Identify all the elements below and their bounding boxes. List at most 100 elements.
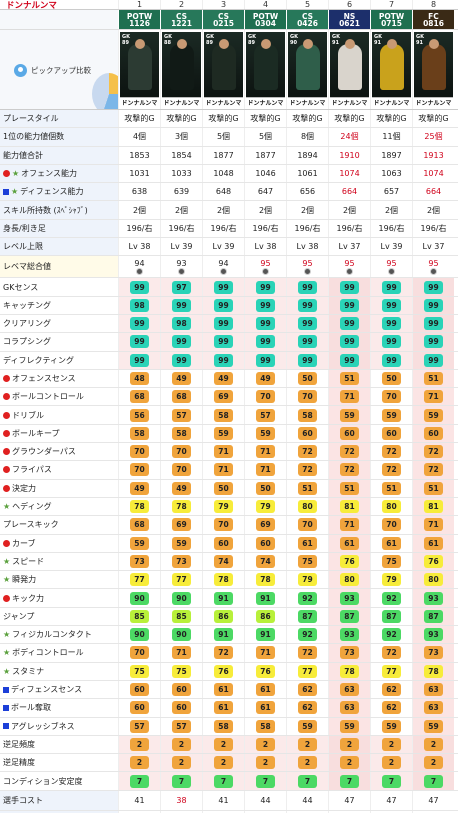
stat-cell: 77 (160, 571, 202, 589)
stat-label-text: フィジカルコンタクト (12, 630, 92, 640)
stat-value: 99 (424, 335, 443, 349)
stat-value: 99 (214, 317, 233, 331)
card-name: ドンナルンマ (372, 96, 411, 108)
stat-value: 71 (424, 390, 443, 404)
info-value: 1031 (118, 164, 160, 183)
stat-value: 73 (172, 554, 191, 568)
level-total-value: 94 (218, 258, 229, 268)
player-card[interactable]: GK 91 ドンナルンマ (330, 31, 369, 108)
stat-value: 99 (382, 335, 401, 349)
version-line2: 0215 (213, 18, 234, 28)
stat-cell: 99 (412, 351, 454, 369)
offense-dot-icon (3, 484, 10, 492)
stat-row: オフェンスセンス 48 49 49 49 50 51 50 51 (0, 369, 458, 389)
version-tag[interactable]: POTW 1126 (118, 10, 160, 29)
offense-dot-icon (3, 539, 10, 547)
stat-cell: 78 (118, 497, 160, 516)
player-head (177, 38, 187, 49)
stat-value: 60 (214, 536, 233, 550)
stat-cell: 63 (412, 699, 454, 717)
skill-row: スキル低弾ﾊﾟﾝPKｽﾄｯﾊﾟ低弾ﾊﾟﾝPKｽﾄｯﾊﾟ低弾ﾊﾟﾝPKｽﾄｯﾊﾟ低… (0, 810, 458, 813)
level-total-cell: 94 (202, 256, 244, 278)
stat-cell: 71 (412, 516, 454, 534)
stat-value: 81 (424, 500, 443, 514)
player-card[interactable]: GK 90 ドンナルンマ (288, 31, 327, 108)
stat-cell: 7 (328, 772, 370, 790)
level-total-row: レベマ総合値 94 93 94 95 95 95 95 95 (0, 256, 458, 279)
stat-value: 71 (340, 390, 359, 404)
stat-value: 60 (424, 426, 443, 440)
stat-cell: 72 (202, 644, 244, 662)
player-card[interactable]: GK 88 ドンナルンマ (162, 31, 201, 108)
version-tag[interactable]: CS 1221 (160, 10, 202, 29)
card-rating: GK 89 (248, 33, 256, 46)
version-tag[interactable]: POTW 0304 (244, 10, 286, 29)
stat-value: 90 (130, 628, 149, 642)
info-value: 1061 (286, 164, 328, 183)
version-line2: 0304 (255, 18, 276, 28)
version-line1: CS (301, 11, 314, 21)
stat-value: 57 (172, 408, 191, 422)
stat-row: ボールコントロール 68 68 69 70 70 71 70 71 (0, 388, 458, 407)
stat-cell: 70 (370, 516, 412, 534)
stat-value: 79 (382, 573, 401, 587)
stat-row: ★ ボディコントロール 70 71 72 71 72 73 72 73 (0, 644, 458, 663)
stat-label-text: ジャンプ (3, 611, 35, 621)
player-card[interactable]: GK 91 ドンナルンマ (372, 31, 411, 108)
stat-row: 決定力 49 49 50 50 51 51 51 51 (0, 479, 458, 498)
stat-value: 74 (256, 554, 275, 568)
pickup-compare-link[interactable]: ピックアップ比較 (14, 64, 91, 77)
stat-value: 75 (130, 664, 149, 678)
stat-value: 99 (172, 353, 191, 367)
version-tag[interactable]: CS 0215 (202, 10, 244, 29)
info-value: 196/右 (244, 219, 286, 238)
info-value: 25個 (412, 128, 454, 146)
stat-cell: 71 (244, 461, 286, 479)
stat-value: 80 (424, 573, 443, 587)
version-tag[interactable]: FC 0816 (412, 10, 454, 29)
version-line1: POTW (378, 11, 405, 21)
stat-cell: 59 (202, 424, 244, 443)
stat-cell: 50 (202, 479, 244, 497)
stat-cell: 7 (286, 772, 328, 790)
stat-label-text: 逆足精度 (3, 758, 35, 768)
info-value: 196/右 (412, 219, 454, 238)
stat-cell: 76 (412, 552, 454, 571)
stat-value: 76 (340, 554, 359, 568)
skill-cell: 低弾ﾊﾟﾝPKｽﾄｯﾊﾟ (244, 810, 286, 813)
player-card[interactable]: GK 89 ドンナルンマ (246, 31, 285, 108)
player-card[interactable]: GK 91 ドンナルンマ (414, 31, 453, 108)
skill-cell: 低弾ﾊﾟﾝPKｽﾄｯﾊﾟ (370, 810, 412, 813)
stat-cell: 60 (118, 680, 160, 699)
version-tag[interactable]: NS 0621 (328, 10, 370, 29)
info-value: 24個 (328, 128, 370, 146)
version-line2: 1126 (129, 18, 150, 28)
stat-row: フライパス 70 70 71 71 72 72 72 72 (0, 461, 458, 480)
stat-cell: 75 (286, 552, 328, 571)
version-tag[interactable]: POTW 0715 (370, 10, 412, 29)
stat-cell: 2 (202, 754, 244, 772)
stat-cell: 59 (370, 717, 412, 735)
stat-value: 60 (256, 536, 275, 550)
offense-dot-icon (3, 393, 10, 401)
stat-cell: 48 (118, 369, 160, 388)
stat-value: 70 (130, 463, 149, 477)
stat-cell: 76 (328, 552, 370, 571)
player-card[interactable]: GK 89 ドンナルンマ (204, 31, 243, 108)
stat-cell: 99 (118, 278, 160, 296)
stat-value: 79 (298, 573, 317, 587)
ball-icon (136, 267, 143, 275)
version-row: POTW 1126 CS 1221 CS 0215 POTW 0304 CS 0426 NS 0621… (0, 10, 458, 30)
stat-cell: 2 (370, 754, 412, 772)
stat-label: 逆足精度 (0, 754, 118, 772)
stat-value: 63 (424, 701, 443, 715)
info-value: 1894 (286, 146, 328, 164)
stat-cell: 77 (286, 662, 328, 680)
stat-cell: 87 (286, 607, 328, 626)
info-value: 1854 (160, 146, 202, 164)
player-card[interactable]: GK 89 ドンナルンマ (120, 31, 159, 108)
cost-label: 選手コスト (0, 790, 118, 810)
stat-cell: 77 (370, 662, 412, 680)
version-tag[interactable]: CS 0426 (286, 10, 328, 29)
stat-cell: 72 (412, 443, 454, 461)
